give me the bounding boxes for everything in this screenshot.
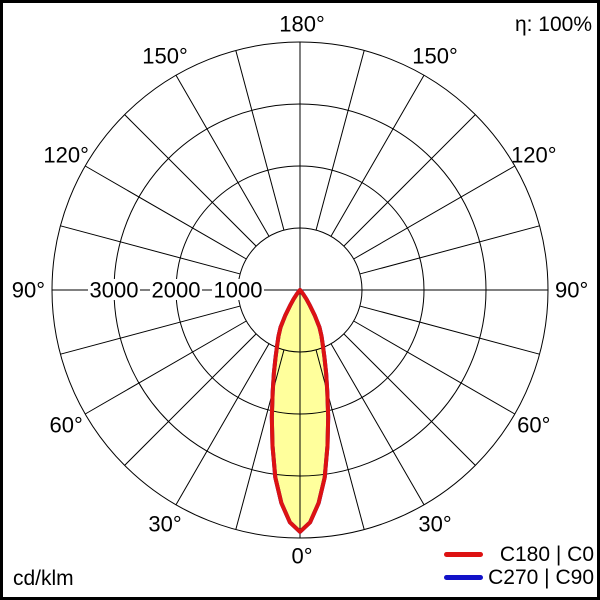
radial-label-mask xyxy=(212,279,264,300)
angle-label: 30° xyxy=(418,511,451,536)
polar-grid-spoke xyxy=(315,349,365,530)
polar-grid-spoke xyxy=(330,74,425,237)
c270-c90-line-swatch xyxy=(444,575,483,580)
polar-grid-spoke xyxy=(343,333,476,466)
angle-label: 120° xyxy=(511,143,557,168)
angle-label: 60° xyxy=(50,413,83,438)
polar-grid-spoke xyxy=(353,320,516,415)
polar-grid-spoke xyxy=(124,333,257,466)
polar-grid-spoke xyxy=(235,349,285,530)
polar-grid-spoke xyxy=(60,305,241,355)
legend: C180 | C0 C270 | C90 xyxy=(444,543,594,589)
polar-grid-spoke xyxy=(175,343,270,506)
angle-label: 120° xyxy=(43,143,89,168)
unit-label: cd/klm xyxy=(13,567,74,590)
angle-label: 90° xyxy=(12,278,45,303)
radial-label-mask xyxy=(88,279,140,300)
efficiency-label: η: 100% xyxy=(514,13,592,36)
angle-label: 90° xyxy=(555,278,588,303)
c180-c0-line-swatch xyxy=(444,552,483,557)
polar-grid-spoke xyxy=(359,225,540,275)
angle-label: 30° xyxy=(148,511,181,536)
polar-grid-spoke xyxy=(315,50,365,231)
angle-label: 150° xyxy=(412,44,458,69)
angle-label: 150° xyxy=(142,44,188,69)
legend-label-c90: C270 | C90 xyxy=(488,566,594,589)
polar-grid-spoke xyxy=(84,165,247,260)
polar-grid-spoke xyxy=(124,114,257,247)
radial-tick-label: 2000 xyxy=(152,278,201,303)
radial-label-mask xyxy=(150,279,202,300)
polar-grid-spoke xyxy=(235,50,285,231)
polar-grid-spoke xyxy=(343,114,476,247)
legend-row-c0: C180 | C0 xyxy=(444,543,594,566)
polar-grid-spoke xyxy=(84,320,247,415)
angle-label: 60° xyxy=(517,413,550,438)
polar-grid-spoke xyxy=(175,74,270,237)
legend-label-c0: C180 | C0 xyxy=(499,543,594,566)
angle-label: 0° xyxy=(291,544,312,569)
angle-label: 180° xyxy=(279,12,325,37)
polar-grid-spoke xyxy=(359,305,540,355)
radial-tick-label: 3000 xyxy=(90,278,139,303)
legend-row-c90: C270 | C90 xyxy=(444,566,594,589)
c180-c0-curve xyxy=(269,288,331,534)
polar-grid-spoke xyxy=(330,343,425,506)
polar-grid-spoke xyxy=(353,165,516,260)
polar-grid-spoke xyxy=(60,225,241,275)
radial-tick-label: 1000 xyxy=(214,278,263,303)
